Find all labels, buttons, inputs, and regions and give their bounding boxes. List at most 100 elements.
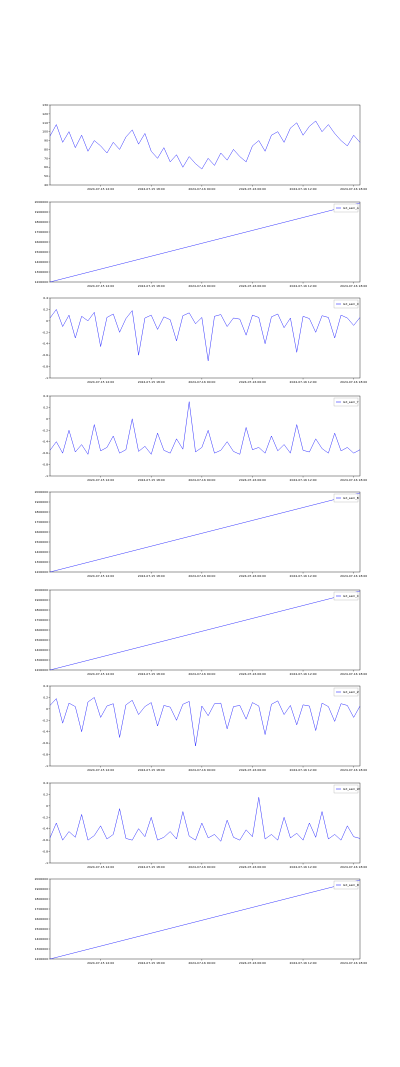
y-tick-label: 0.2 bbox=[43, 307, 48, 311]
x-tick-label: 2024-07-16 00:00 bbox=[188, 672, 215, 676]
y-tick-label: -0.2 bbox=[42, 330, 48, 334]
subplot: -1 -0.8 -0.6 -0.4 -0.2 0 0.2 0.4 2024-07-15 12:0… bbox=[42, 781, 367, 869]
y-tick-label: 1900000 bbox=[35, 210, 48, 214]
plot-frame bbox=[49, 104, 361, 186]
x-tick-label: 2024-07-15 12:00 bbox=[87, 961, 114, 965]
legend-box bbox=[333, 687, 359, 697]
x-tick-label: 2024-07-16 00:00 bbox=[188, 574, 215, 578]
y-tick-label: 1800000 bbox=[35, 220, 48, 224]
x-tick-label: 2024-07-16 06:00 bbox=[239, 961, 266, 965]
y-tick-label: 0.4 bbox=[43, 394, 48, 398]
data-line bbox=[49, 401, 361, 455]
y-tick-label: 1400000 bbox=[35, 937, 48, 941]
x-tick-label: 2024-07-16 12:00 bbox=[290, 961, 317, 965]
subplot: -1 -0.8 -0.6 -0.4 -0.2 0 0.2 0.4 2024-07-15 12:0… bbox=[42, 394, 367, 482]
y-tick-label: 130 bbox=[42, 103, 48, 107]
y-tick-label: 0.4 bbox=[43, 296, 48, 300]
y-tick-label: 1900000 bbox=[35, 500, 48, 504]
y-tick-label: 1700000 bbox=[35, 618, 48, 622]
legend-label: GX_sam_X bbox=[343, 302, 359, 306]
y-tick-label: 100 bbox=[42, 130, 48, 134]
x-tick-label: 2024-07-16 06:00 bbox=[239, 672, 266, 676]
plot-frame bbox=[49, 782, 361, 864]
x-tick-label: 2024-07-16 18:00 bbox=[340, 380, 367, 384]
y-tick-label: -0.2 bbox=[42, 428, 48, 432]
plot-frame bbox=[49, 685, 361, 767]
y-tick-label: 1700000 bbox=[35, 907, 48, 911]
y-tick-label: 2000000 bbox=[35, 877, 48, 881]
y-tick-label: 1700000 bbox=[35, 230, 48, 234]
y-tick-label: -0.8 bbox=[42, 463, 48, 467]
y-tick-label: 80 bbox=[44, 147, 48, 151]
data-line bbox=[49, 492, 361, 573]
y-tick-label: 1500000 bbox=[35, 927, 48, 931]
y-tick-label: -0.4 bbox=[42, 827, 48, 831]
y-tick-label: 1500000 bbox=[35, 250, 48, 254]
y-tick-label: -0.4 bbox=[42, 342, 48, 346]
y-tick-label: 1600000 bbox=[35, 530, 48, 534]
x-tick-label: 2024-07-16 00:00 bbox=[188, 768, 215, 772]
y-tick-label: -0.6 bbox=[42, 741, 48, 745]
data-line bbox=[49, 309, 361, 361]
subplot: 1200000 1300000 1400000 1500000 1600000 17000… bbox=[35, 490, 368, 578]
y-tick-label: 1300000 bbox=[35, 560, 48, 564]
x-tick-label: 2024-07-16 18:00 bbox=[340, 672, 367, 676]
x-tick-label: 2024-07-16 00:00 bbox=[188, 961, 215, 965]
x-tick-label: 2024-07-16 12:00 bbox=[290, 478, 317, 482]
y-tick-label: 0 bbox=[46, 707, 48, 711]
x-tick-label: 2024-07-16 06:00 bbox=[239, 284, 266, 288]
y-tick-label: 0.2 bbox=[43, 792, 48, 796]
x-tick-label: 2024-07-16 18:00 bbox=[340, 284, 367, 288]
x-tick-label: 2024-07-16 12:00 bbox=[290, 672, 317, 676]
y-tick-label: 1600000 bbox=[35, 240, 48, 244]
y-tick-label: 1300000 bbox=[35, 947, 48, 951]
subplot: 40 50 60 70 80 90 100 110 120 130 2024-07-15 12:00… bbox=[42, 103, 367, 191]
x-tick-label: 2024-07-16 06:00 bbox=[239, 768, 266, 772]
legend-label: GX_sam_Y bbox=[343, 400, 359, 404]
y-tick-label: 1600000 bbox=[35, 628, 48, 632]
y-tick-label: 1200000 bbox=[35, 668, 48, 672]
y-tick-label: -0.4 bbox=[42, 730, 48, 734]
x-tick-label: 2024-07-15 18:00 bbox=[138, 284, 165, 288]
y-tick-label: 1300000 bbox=[35, 270, 48, 274]
y-tick-label: 2000000 bbox=[35, 490, 48, 494]
x-tick-label: 2024-07-16 06:00 bbox=[239, 574, 266, 578]
x-tick-label: 2024-07-16 12:00 bbox=[290, 380, 317, 384]
subplot: -1 -0.8 -0.6 -0.4 -0.2 0 0.2 0.4 2024-07-15 12:0… bbox=[42, 684, 367, 772]
x-tick-label: 2024-07-16 12:00 bbox=[290, 865, 317, 869]
y-tick-label: 1500000 bbox=[35, 540, 48, 544]
y-tick-label: 1300000 bbox=[35, 658, 48, 662]
x-tick-label: 2024-07-15 18:00 bbox=[138, 187, 165, 191]
x-tick-label: 2024-07-16 18:00 bbox=[340, 574, 367, 578]
x-tick-label: 2024-07-16 18:00 bbox=[340, 187, 367, 191]
y-tick-label: 1200000 bbox=[35, 570, 48, 574]
y-tick-label: -1 bbox=[45, 474, 48, 478]
y-tick-label: 1700000 bbox=[35, 520, 48, 524]
data-line bbox=[49, 120, 361, 170]
y-tick-label: 1200000 bbox=[35, 957, 48, 961]
y-tick-label: -0.8 bbox=[42, 753, 48, 757]
plot-frame bbox=[49, 395, 361, 477]
legend-box bbox=[333, 493, 359, 503]
y-tick-label: -0.4 bbox=[42, 440, 48, 444]
x-tick-label: 2024-07-15 18:00 bbox=[138, 961, 165, 965]
data-line bbox=[49, 202, 361, 283]
y-tick-label: 120 bbox=[42, 112, 48, 116]
legend-box bbox=[333, 203, 359, 213]
y-tick-label: 0 bbox=[46, 417, 48, 421]
x-tick-label: 2024-07-16 12:00 bbox=[290, 574, 317, 578]
x-tick-label: 2024-07-16 00:00 bbox=[188, 478, 215, 482]
legend-box bbox=[333, 299, 359, 309]
x-tick-label: 2024-07-16 12:00 bbox=[290, 187, 317, 191]
y-tick-label: -0.6 bbox=[42, 838, 48, 842]
x-tick-label: 2024-07-15 18:00 bbox=[138, 672, 165, 676]
y-tick-label: 1900000 bbox=[35, 598, 48, 602]
y-tick-label: -0.8 bbox=[42, 850, 48, 854]
y-tick-label: 40 bbox=[44, 183, 48, 187]
legend-label: GX_sam_A bbox=[343, 206, 360, 210]
x-tick-label: 2024-07-16 00:00 bbox=[188, 865, 215, 869]
subplot: 1200000 1300000 1400000 1500000 1600000 17000… bbox=[35, 200, 368, 288]
x-tick-label: 2024-07-16 06:00 bbox=[239, 865, 266, 869]
subplot: -1 -0.8 -0.6 -0.4 -0.2 0 0.2 0.4 2024-07-15 12:0… bbox=[42, 296, 367, 384]
legend-box bbox=[333, 397, 359, 407]
